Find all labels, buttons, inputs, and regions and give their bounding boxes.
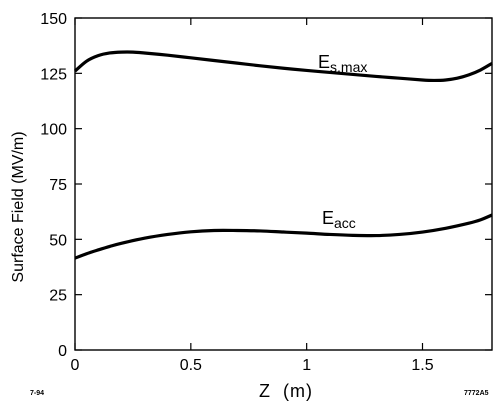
corner-note-right: 7772A5 [464, 390, 489, 397]
series-line-eacc [75, 215, 492, 258]
series-label-eacc: Eacc [322, 208, 356, 231]
series-label-es-max: Es,max [318, 52, 367, 75]
x-axis-ticks: 0 0.5 1 1.5 [71, 18, 434, 374]
x-tick-label: 1.5 [411, 357, 433, 374]
series-layer [75, 52, 492, 258]
series-label-eacc-main: E [322, 208, 334, 228]
y-tick-label: 125 [40, 66, 67, 83]
y-axis-title: Surface Field (MV/m) [10, 131, 27, 282]
x-tick-label: 1 [302, 357, 311, 374]
series-label-eacc-sub: acc [334, 215, 356, 231]
y-tick-label: 150 [40, 11, 67, 28]
series-label-es-max-sub: s,max [330, 59, 367, 75]
y-axis-ticks: 0 25 50 75 100 125 150 [40, 11, 492, 360]
x-tick-label: 0.5 [180, 357, 202, 374]
series-label-es-max-main: E [318, 52, 330, 72]
y-tick-label: 50 [49, 232, 67, 249]
y-tick-label: 75 [49, 177, 67, 194]
y-tick-label: 100 [40, 122, 67, 139]
x-tick-label: 0 [71, 357, 80, 374]
x-axis-title: Z (m) [259, 381, 313, 401]
corner-note-left: 7-94 [30, 390, 44, 397]
series-line-es-max [75, 52, 492, 80]
y-tick-label: 0 [58, 343, 67, 360]
y-tick-label: 25 [49, 288, 67, 305]
